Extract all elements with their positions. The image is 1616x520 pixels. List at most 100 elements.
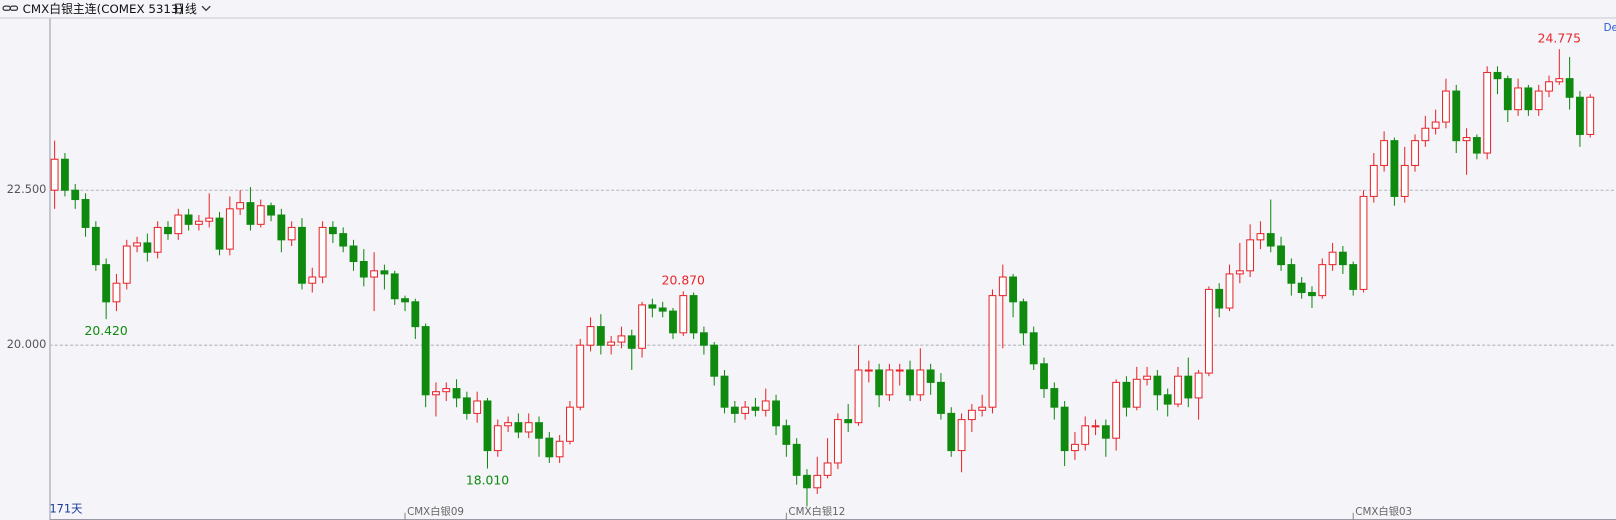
candle-body (483, 400, 492, 452)
candle-body (1215, 288, 1224, 309)
candle-body (710, 344, 719, 377)
candle-body (267, 205, 275, 216)
candle-body (1204, 288, 1213, 374)
period-selector[interactable]: 日线 (173, 2, 197, 16)
candle-body (1328, 251, 1337, 266)
corner-label: De (1604, 22, 1616, 34)
candle-body (1338, 251, 1347, 266)
candle-body (1534, 90, 1543, 111)
candle-body (339, 233, 348, 247)
candle-body (112, 282, 121, 303)
candle-body (1101, 425, 1110, 439)
candle-body (576, 344, 585, 408)
candle-body (772, 400, 780, 427)
candle-body (1060, 406, 1069, 452)
candle-body (174, 214, 183, 235)
candle-body (1019, 301, 1028, 334)
candle-body (1009, 276, 1018, 303)
candle-body (566, 406, 574, 442)
candle-body (1380, 140, 1389, 166)
candle-body (287, 226, 296, 241)
candle-body (906, 369, 914, 396)
candle-body (1472, 137, 1481, 154)
candle-body (225, 208, 234, 250)
candle-body (751, 406, 760, 411)
candle-body (1081, 425, 1090, 445)
candle-body (545, 437, 554, 458)
y-tick-label: 22.500 (7, 182, 47, 196)
candle-body (803, 474, 811, 489)
candle-body (1503, 78, 1512, 111)
candle-body (1318, 264, 1327, 297)
candle-body (71, 189, 80, 201)
candle-body (782, 425, 791, 445)
candle-body (679, 295, 688, 334)
x-tick-label: CMX白银03 (1355, 505, 1412, 518)
candle-body (1246, 239, 1255, 272)
candle-body (823, 462, 832, 476)
candle-body (164, 226, 172, 235)
candle-body (741, 406, 750, 414)
candle-body (1256, 233, 1265, 241)
candle-body (328, 226, 337, 235)
candle-body (720, 375, 729, 408)
candle-body (401, 298, 409, 303)
candle-body (596, 326, 605, 346)
candle-body (689, 295, 698, 334)
candle-body (442, 388, 451, 393)
candle-body (359, 261, 368, 278)
candle-body (50, 158, 59, 191)
candle-body (349, 245, 358, 263)
candle-body (1349, 264, 1358, 290)
candle-body (1235, 270, 1244, 275)
candle-body (1112, 381, 1121, 439)
x-tick-label: CMX白银12 (788, 505, 845, 518)
candle-body (133, 242, 141, 247)
candle-body (617, 335, 626, 343)
candle-body (493, 425, 502, 452)
candle-body (638, 304, 646, 349)
candle-body (236, 202, 245, 210)
candle-body (1452, 90, 1461, 142)
candle-body (514, 422, 523, 433)
candle-body (1029, 332, 1038, 365)
candle-body (143, 242, 152, 253)
candle-body (1493, 71, 1502, 80)
extreme-label: 20.870 (662, 273, 705, 287)
candle-body (1153, 375, 1162, 396)
candle-body (937, 381, 945, 414)
candle-body (875, 369, 884, 396)
candle-body (1308, 291, 1316, 297)
candle-body (1194, 372, 1203, 399)
candle-body (1163, 394, 1172, 405)
candle-body (1297, 282, 1306, 294)
candle-body (555, 440, 564, 458)
candle-body (1143, 375, 1151, 380)
candle-body (658, 307, 667, 312)
candle-body (1411, 140, 1419, 166)
candle-body (978, 406, 987, 411)
candle-body (1050, 388, 1059, 408)
candle-body (1369, 164, 1378, 197)
candle-body (535, 422, 543, 439)
candle-body (1514, 87, 1523, 111)
extreme-label: 20.420 (85, 324, 128, 338)
link-icon (2, 5, 19, 11)
candle-body (1225, 273, 1234, 309)
candle-body (1400, 164, 1409, 197)
candle-body (792, 443, 801, 476)
candle-body (256, 205, 265, 225)
dropdown-chevron[interactable] (201, 5, 211, 12)
candle-body (215, 217, 224, 250)
candle-body (627, 335, 636, 349)
candle-body (1184, 375, 1193, 399)
candle-body (1277, 245, 1285, 266)
candle-body (669, 310, 677, 334)
candle-body (1431, 121, 1440, 129)
candle-body (967, 409, 976, 421)
candle-body (586, 326, 595, 346)
candle-body (988, 295, 997, 408)
candle-body (432, 391, 440, 396)
candle-body (277, 214, 286, 241)
candle-body (1091, 425, 1100, 428)
